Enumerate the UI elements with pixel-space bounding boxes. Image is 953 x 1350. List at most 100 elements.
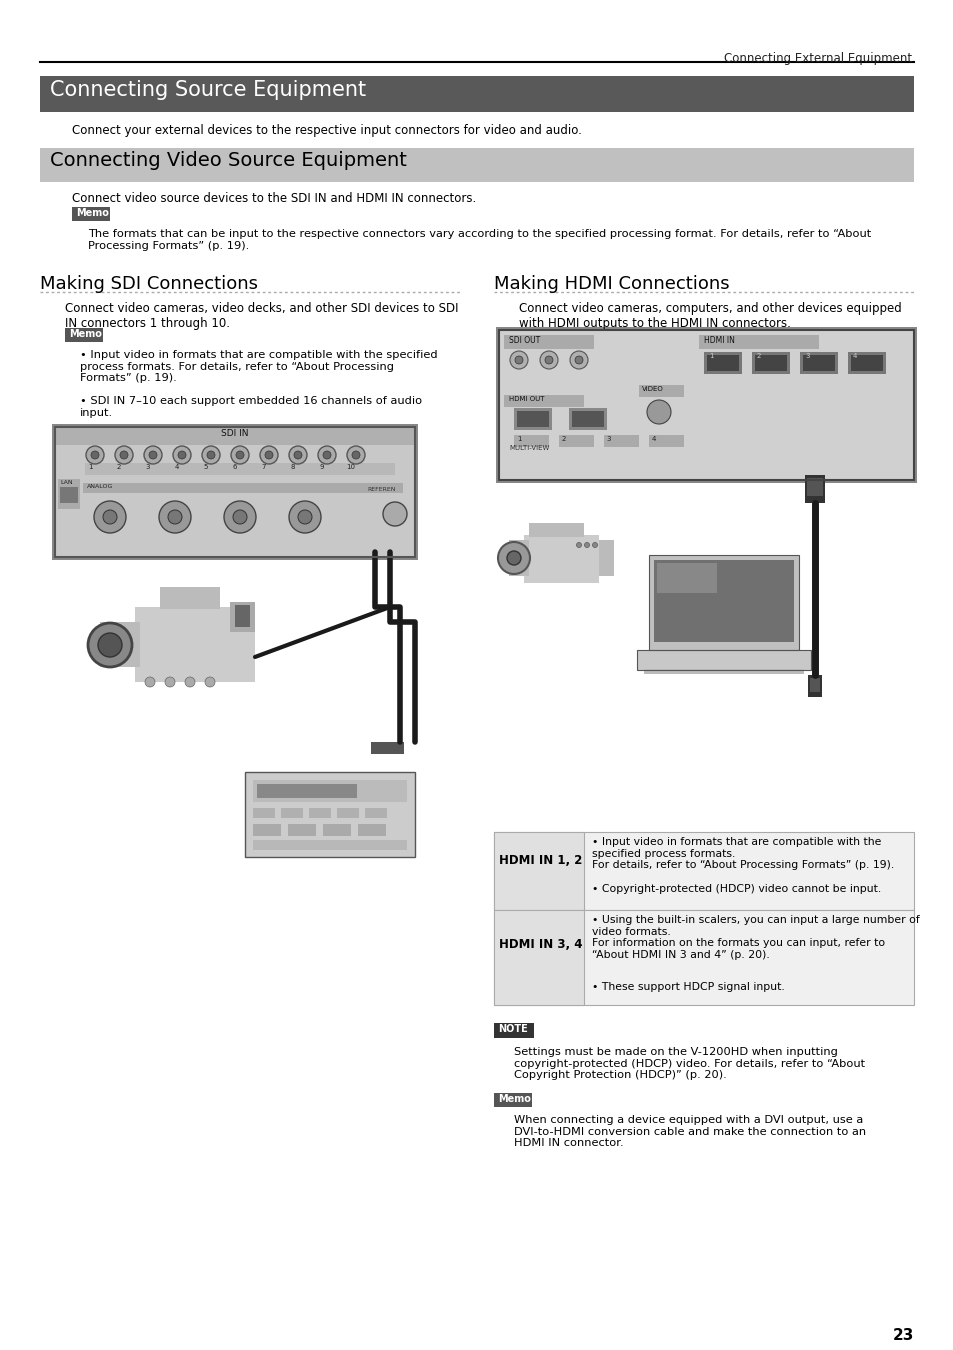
Text: Connecting Source Equipment: Connecting Source Equipment	[50, 80, 366, 100]
Bar	[234, 605, 250, 626]
Bar	[281, 809, 303, 818]
Circle shape	[347, 446, 365, 464]
Bar	[706, 355, 739, 371]
Circle shape	[149, 451, 157, 459]
Circle shape	[289, 446, 307, 464]
Bar	[323, 824, 351, 836]
Bar	[648, 555, 799, 649]
Bar	[55, 427, 415, 558]
Bar	[253, 824, 281, 836]
Bar	[648, 555, 799, 649]
Circle shape	[94, 501, 126, 533]
Bar	[809, 678, 820, 693]
Text: Connect video cameras, video decks, and other SDI devices to SDI
IN connectors 1: Connect video cameras, video decks, and …	[65, 302, 458, 329]
Bar	[256, 784, 356, 798]
Circle shape	[103, 510, 117, 524]
Bar	[230, 602, 254, 632]
Text: HDMI IN 3, 4: HDMI IN 3, 4	[498, 938, 582, 952]
Bar	[523, 535, 598, 583]
Text: 23: 23	[892, 1328, 913, 1343]
Circle shape	[352, 451, 359, 459]
Circle shape	[235, 451, 244, 459]
Text: Connect video source devices to the SDI IN and HDMI IN connectors.: Connect video source devices to the SDI …	[71, 192, 476, 205]
Circle shape	[575, 356, 582, 365]
Bar	[847, 352, 885, 374]
Bar	[494, 832, 913, 910]
Circle shape	[569, 351, 587, 369]
Circle shape	[202, 446, 220, 464]
Bar	[496, 327, 916, 483]
Bar	[83, 483, 402, 493]
Circle shape	[172, 446, 191, 464]
Text: Memo: Memo	[76, 208, 109, 217]
Circle shape	[323, 451, 331, 459]
Bar	[807, 675, 821, 697]
Circle shape	[294, 451, 302, 459]
Circle shape	[185, 676, 194, 687]
Bar	[657, 563, 717, 593]
Bar	[637, 649, 810, 670]
Circle shape	[91, 451, 99, 459]
Text: When connecting a device equipped with a DVI output, use a
DVI-to-HDMI conversio: When connecting a device equipped with a…	[514, 1115, 865, 1149]
Text: NOTE: NOTE	[497, 1025, 527, 1034]
Circle shape	[382, 502, 407, 526]
Circle shape	[260, 446, 277, 464]
Text: • Using the built-in scalers, you can input a large number of
video formats.
For: • Using the built-in scalers, you can in…	[592, 915, 919, 960]
Text: Memo: Memo	[497, 1094, 530, 1104]
Bar	[603, 435, 639, 447]
Bar	[806, 478, 822, 495]
Bar	[517, 410, 548, 427]
Circle shape	[168, 510, 182, 524]
Bar	[55, 427, 415, 558]
Text: 1: 1	[517, 436, 520, 441]
Bar	[55, 427, 415, 446]
Bar	[100, 622, 140, 667]
Circle shape	[297, 510, 312, 524]
Circle shape	[289, 501, 320, 533]
Bar	[494, 1094, 532, 1107]
Text: HDMI IN 1, 2: HDMI IN 1, 2	[498, 853, 581, 867]
Bar	[498, 329, 913, 481]
Bar	[309, 809, 331, 818]
Text: LAN: LAN	[60, 481, 72, 485]
Bar	[637, 649, 810, 670]
Text: ANALOG: ANALOG	[87, 485, 113, 489]
Bar	[503, 335, 594, 350]
Text: 3: 3	[146, 464, 150, 470]
Bar	[95, 626, 110, 661]
Circle shape	[205, 676, 214, 687]
Text: Connecting Video Source Equipment: Connecting Video Source Equipment	[50, 151, 406, 170]
Circle shape	[88, 622, 132, 667]
Bar	[703, 352, 741, 374]
Bar	[568, 408, 606, 431]
Bar	[699, 335, 818, 350]
Bar	[52, 424, 417, 560]
Bar	[386, 743, 403, 755]
Text: Connecting External Equipment: Connecting External Equipment	[723, 53, 911, 65]
Circle shape	[120, 451, 128, 459]
Circle shape	[86, 446, 104, 464]
Circle shape	[145, 676, 154, 687]
Bar	[494, 832, 583, 910]
Circle shape	[539, 351, 558, 369]
Bar	[336, 809, 358, 818]
Circle shape	[576, 543, 581, 548]
Bar	[648, 435, 683, 447]
Text: 6: 6	[233, 464, 237, 470]
Bar	[754, 355, 786, 371]
Bar	[58, 479, 80, 509]
Text: • SDI IN 7–10 each support embedded 16 channels of audio
input.: • SDI IN 7–10 each support embedded 16 c…	[80, 396, 421, 417]
Bar	[850, 355, 882, 371]
Circle shape	[646, 400, 670, 424]
Text: • Input video in formats that are compatible with the
specified process formats.: • Input video in formats that are compat…	[592, 837, 893, 871]
Bar	[498, 329, 913, 481]
Bar	[245, 772, 415, 857]
Circle shape	[159, 501, 191, 533]
Circle shape	[265, 451, 273, 459]
Bar	[40, 148, 913, 182]
Circle shape	[584, 543, 589, 548]
Text: 8: 8	[291, 464, 294, 470]
Text: • Copyright-protected (HDCP) video cannot be input.: • Copyright-protected (HDCP) video canno…	[592, 884, 881, 894]
Bar	[529, 522, 583, 537]
Text: Memo: Memo	[69, 329, 102, 339]
